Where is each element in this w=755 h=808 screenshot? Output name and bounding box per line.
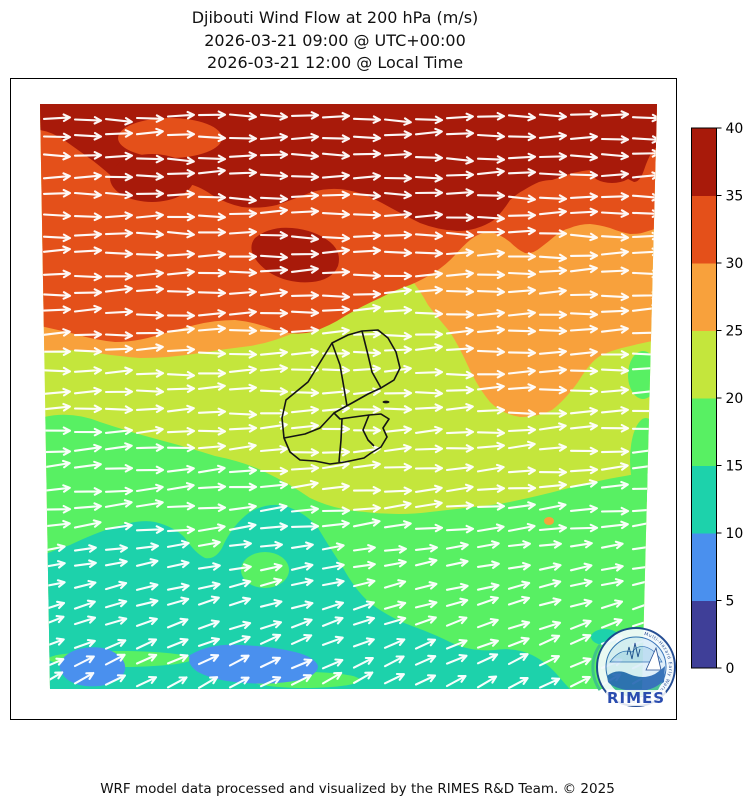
colorbar-segment (691, 465, 717, 534)
logo-label-bg (606, 690, 666, 706)
wind-arrow-row (42, 615, 655, 631)
colorbar-segment (691, 195, 717, 264)
wind-arrow-row (42, 188, 657, 205)
logo-mountains (609, 646, 663, 663)
wind-arrow-row (42, 149, 657, 166)
colorbar-segment (691, 263, 717, 331)
band-5-10 (189, 644, 318, 684)
djibouti-boundaries (281, 329, 401, 465)
subtitle-utc: 2026-03-21 09:00 @ UTC+00:00 (204, 30, 466, 50)
wind-arrow-row (42, 479, 657, 496)
wind-arrow-row (42, 166, 657, 183)
wind-speed-field (40, 104, 657, 689)
wind-arrow-row (42, 127, 657, 144)
region-border (338, 418, 343, 463)
subtitle-local: 2026-03-21 12:00 @ Local Time (206, 53, 464, 72)
wind-arrow-row (42, 539, 655, 554)
wind-arrow-row (42, 459, 657, 477)
wind-arrow-row (42, 518, 657, 535)
colorbar-segment (691, 600, 717, 669)
wind-arrow-row (42, 421, 657, 438)
wind-arrow-row (42, 324, 657, 341)
wind-arrow-row (42, 633, 654, 650)
colorbar-tick-label: 0 (726, 661, 735, 677)
region-border (361, 330, 382, 389)
band-5-10 (59, 647, 126, 687)
wind-arrow-row (42, 363, 657, 380)
wind-arrow-row (42, 109, 657, 126)
wind-arrow-row (42, 577, 655, 592)
band-35-40-pocket (590, 157, 634, 183)
wind-arrow-row (42, 499, 657, 516)
wind-arrow-row (42, 402, 657, 419)
band-35-40-pocket (110, 154, 194, 202)
wind-arrow-row (42, 653, 653, 670)
wind-arrow-row (42, 245, 657, 263)
logo-leaf (591, 644, 602, 691)
wind-arrows (42, 109, 657, 689)
region-border (283, 412, 335, 439)
region-border (362, 414, 375, 447)
region-border (331, 342, 348, 407)
colorbar-ticks: 0 5 10 15 20 25 30 35 40 (716, 121, 744, 677)
logo-sail (645, 646, 662, 671)
colorbar-segment (691, 128, 717, 196)
wind-arrow-row (42, 595, 654, 611)
colorbar-segments (691, 128, 717, 669)
band-10-15 (40, 504, 570, 689)
colorbar-tick-label: 10 (726, 526, 744, 542)
figure-titles: Djibouti Wind Flow at 200 hPa (m/s) 2026… (0, 7, 670, 75)
colorbar-segment (691, 533, 717, 601)
credit-text: WRF model data processed and visualized … (100, 781, 615, 797)
colorbar-tick-label: 35 (726, 189, 744, 205)
band-25-30-dot (544, 517, 554, 525)
colorbar-tick-label: 40 (726, 121, 744, 137)
page-title: Djibouti Wind Flow at 200 hPa (m/s) (191, 8, 479, 27)
wind-arrow-row (42, 440, 657, 457)
colorbar-tick-label: 5 (726, 594, 735, 610)
colorbar-tick-label: 20 (726, 391, 744, 407)
wind-arrow-row (42, 226, 657, 243)
wind-arrow-row (42, 343, 657, 359)
wind-arrow-row (42, 671, 653, 689)
wind-arrow-row (42, 264, 657, 282)
logo-seismograph (626, 642, 641, 660)
wind-arrow-row (42, 206, 657, 223)
wind-arrow-row (42, 382, 657, 398)
logo-wave-dark (607, 666, 665, 692)
wind-arrow-row (42, 557, 655, 572)
logo-wordmark: RIMES (607, 689, 665, 707)
wind-arrow-row (42, 303, 657, 320)
plot-frame (10, 78, 677, 720)
colorbar-segment (691, 398, 717, 466)
colorbar-tick-label: 25 (726, 324, 744, 340)
colorbar-tick-label: 30 (726, 256, 744, 272)
band-30-35-patch (118, 118, 222, 158)
colorbar-segment (691, 330, 717, 399)
island-dot (382, 400, 390, 404)
colorbar-tick-label: 15 (726, 459, 744, 475)
wind-arrow-row (42, 284, 657, 302)
colorbar: 0 5 10 15 20 25 30 35 40 (691, 121, 744, 677)
rimes-logo: Multi-Hazard Early Warning System RIMES (591, 627, 676, 707)
